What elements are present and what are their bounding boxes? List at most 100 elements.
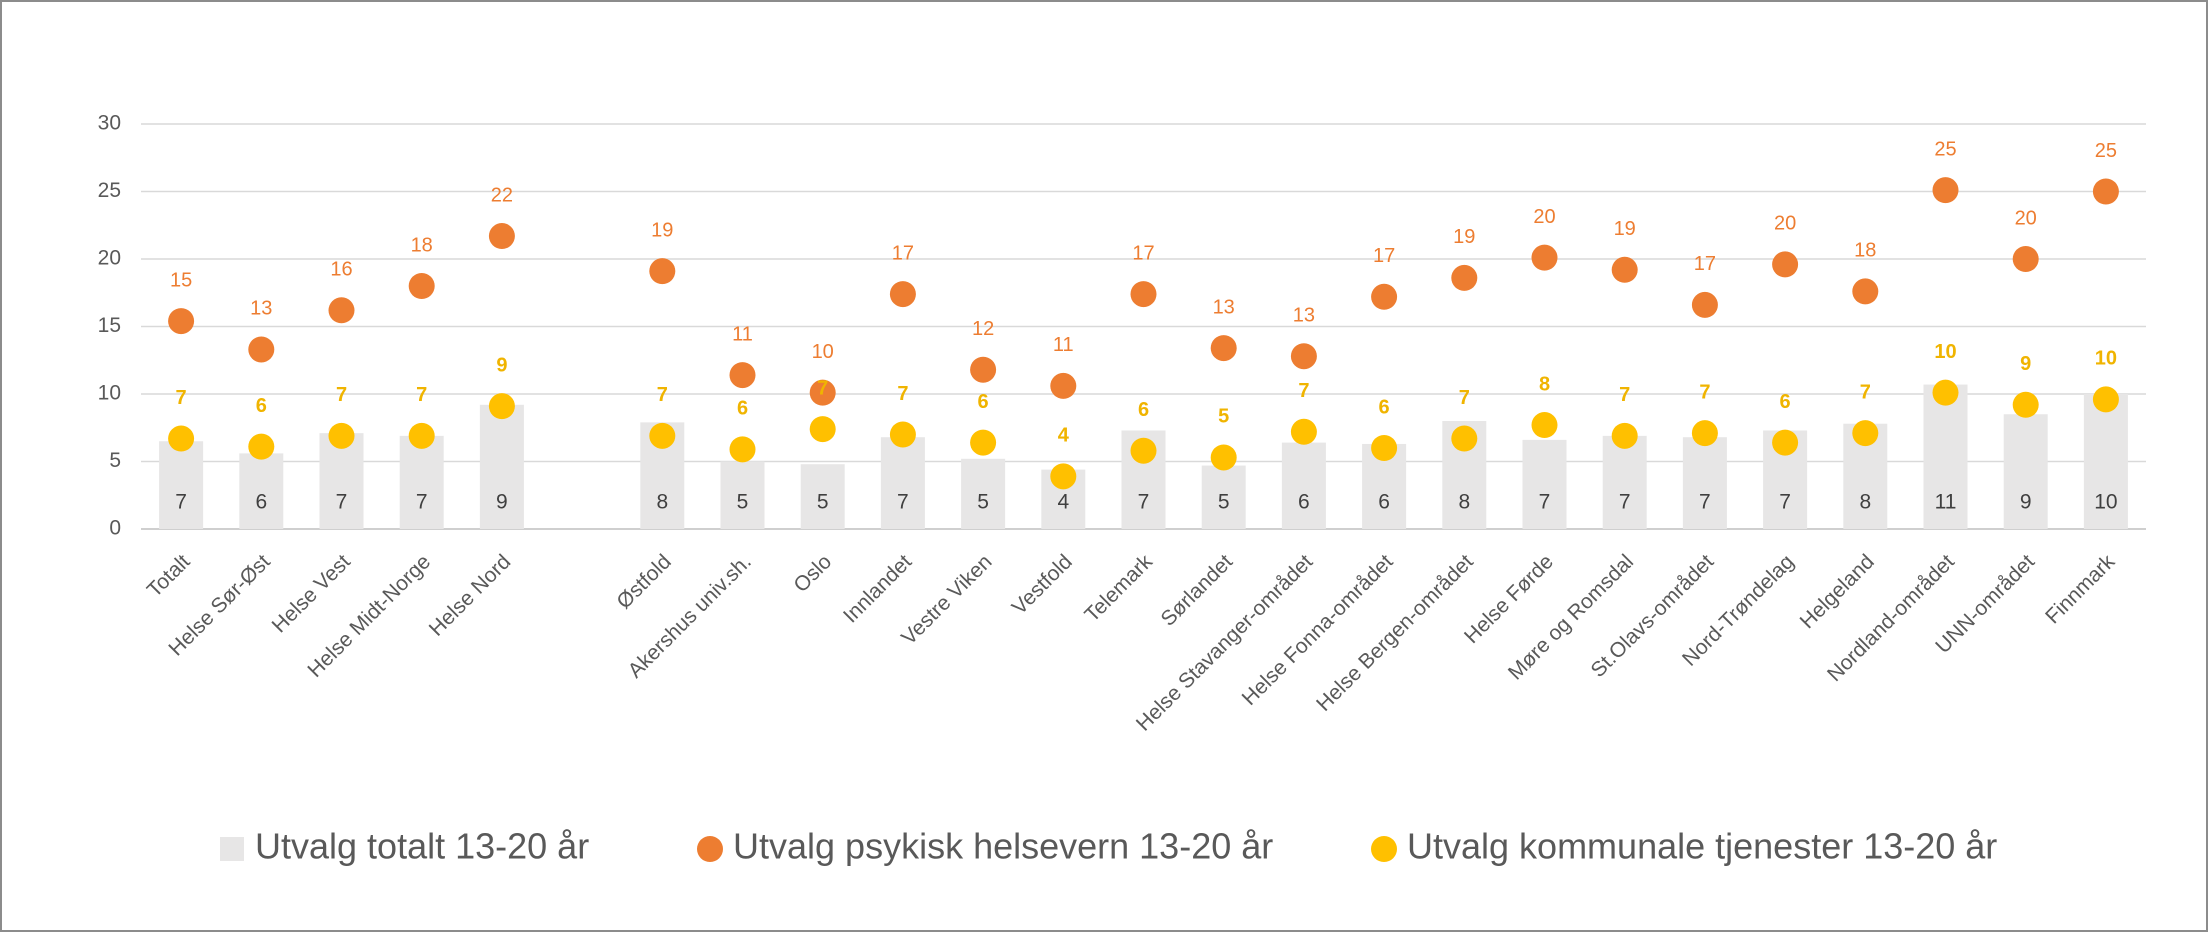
dot-value-label: 7 (1298, 380, 1309, 402)
dot-value-label: 6 (256, 395, 267, 417)
dot-value-label: 25 (1934, 138, 1956, 160)
dot-value-label: 13 (1293, 304, 1315, 326)
dot-value-label: 11 (732, 323, 753, 345)
dot-value-label: 7 (176, 387, 187, 409)
dot (328, 297, 355, 324)
bar (880, 437, 925, 529)
dot (1050, 463, 1077, 490)
bar-value-label: 6 (1298, 491, 1310, 514)
bar (1923, 384, 1968, 529)
dot-value-label: 5 (1218, 406, 1229, 428)
dot-value-label: 7 (1860, 381, 1871, 403)
dot-value-label: 18 (411, 234, 433, 256)
dot (729, 436, 756, 463)
bar (961, 458, 1006, 529)
dot (1371, 435, 1398, 461)
dot (970, 356, 997, 383)
dot (649, 422, 676, 449)
dot (1210, 335, 1237, 362)
dot (1932, 177, 1959, 204)
dot-value-label: 20 (1533, 206, 1555, 228)
dot-value-label: 11 (1053, 334, 1074, 356)
bar-value-label: 7 (416, 491, 428, 514)
dot-value-label: 17 (892, 242, 914, 264)
dot (649, 258, 676, 285)
bar (2003, 414, 2048, 529)
legend-swatch (1371, 836, 1397, 862)
bar (1281, 442, 1326, 529)
y-tick-label: 10 (98, 382, 121, 405)
dot-value-label: 9 (2020, 353, 2031, 375)
dot (1611, 256, 1638, 283)
dot-value-label: 9 (496, 354, 507, 376)
dot (1130, 437, 1157, 464)
dot-value-label: 8 (1539, 373, 1550, 395)
bar-value-label: 9 (496, 491, 508, 514)
legend-label: Utvalg totalt 13-20 år (255, 826, 589, 867)
dot (1691, 291, 1718, 318)
dot (1852, 278, 1879, 305)
dot (2092, 178, 2119, 205)
y-tick-label: 15 (98, 314, 121, 337)
bar (479, 404, 524, 529)
y-tick-label: 25 (98, 179, 121, 202)
bar-value-label: 7 (1539, 491, 1551, 514)
bar (319, 433, 364, 529)
dot-value-label: 6 (978, 391, 989, 413)
dot (1290, 343, 1317, 370)
dot-value-label: 7 (1699, 381, 1710, 403)
dot (1852, 420, 1879, 447)
dot-value-label: 7 (336, 384, 347, 406)
bar-value-label: 5 (977, 491, 989, 514)
dot-value-label: 22 (491, 184, 513, 206)
dot-value-label: 4 (1058, 425, 1070, 447)
dot-value-label: 6 (737, 398, 748, 420)
dot-value-label: 12 (972, 318, 994, 340)
bar-value-label: 5 (737, 491, 749, 514)
dot-value-label: 18 (1854, 240, 1876, 262)
dot-value-label: 13 (1213, 296, 1235, 318)
dot-value-label: 10 (1934, 341, 1956, 363)
dot (729, 362, 756, 389)
dot-value-label: 7 (1619, 384, 1630, 406)
dot (1932, 379, 1959, 406)
bar (1201, 465, 1246, 529)
dot-value-label: 20 (2015, 207, 2037, 229)
dot (168, 308, 195, 335)
dot (248, 433, 275, 460)
dot-value-label: 17 (1373, 245, 1395, 267)
bar-value-label: 6 (255, 491, 267, 514)
legend-label: Utvalg kommunale tjenester 13-20 år (1407, 826, 1997, 867)
dot-value-label: 7 (416, 384, 427, 406)
dot-value-label: 19 (1453, 226, 1475, 248)
dot-value-label: 6 (1780, 391, 1791, 413)
dot (970, 429, 997, 456)
dot-value-label: 25 (2095, 140, 2117, 162)
dot (1130, 281, 1157, 308)
bar (399, 435, 444, 529)
bar-value-label: 5 (817, 491, 829, 514)
legend-swatch (220, 837, 244, 861)
dot-value-label: 7 (1459, 387, 1470, 409)
bar (800, 464, 845, 529)
bar (239, 453, 284, 529)
dot-value-label: 17 (1694, 253, 1716, 275)
dot-value-label: 7 (897, 383, 908, 405)
bar-value-label: 8 (1458, 491, 1470, 514)
bar (1682, 437, 1727, 529)
bar-value-label: 7 (336, 491, 348, 514)
dot (1531, 244, 1558, 271)
bar (2083, 394, 2128, 529)
dot (1210, 444, 1237, 471)
dot-value-label: 19 (1614, 218, 1636, 240)
bar-value-label: 8 (656, 491, 668, 514)
bar-value-label: 7 (897, 491, 909, 514)
bar (720, 461, 765, 529)
bar-value-label: 11 (1935, 491, 1957, 514)
bar-value-label: 5 (1218, 491, 1230, 514)
bar-value-label: 4 (1057, 491, 1069, 514)
dot (1772, 429, 1799, 456)
